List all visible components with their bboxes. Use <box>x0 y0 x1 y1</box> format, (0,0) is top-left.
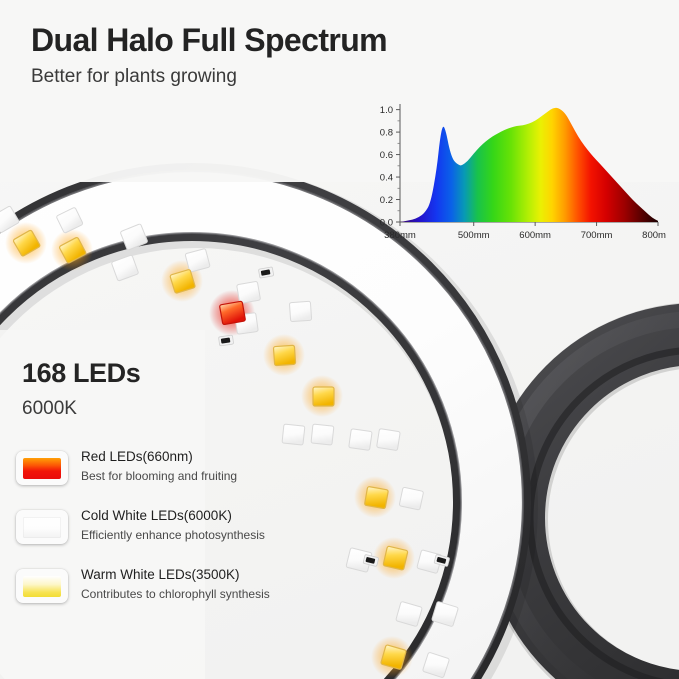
svg-text:0.8: 0.8 <box>380 127 393 138</box>
svg-text:1.0: 1.0 <box>380 105 393 116</box>
led-type-legend: Red LEDs(660nm) Best for blooming and fr… <box>16 448 346 625</box>
svg-text:0.4: 0.4 <box>380 172 393 183</box>
legend-title: Warm White LEDs(3500K) <box>81 567 240 583</box>
svg-text:600mm: 600mm <box>519 230 551 241</box>
svg-text:380mm: 380mm <box>384 230 416 241</box>
red-led-chip-icon <box>16 451 68 485</box>
page-title: Dual Halo Full Spectrum <box>31 22 388 58</box>
legend-description: Best for blooming and fruiting <box>81 469 238 484</box>
legend-title: Cold White LEDs(6000K) <box>81 508 232 524</box>
svg-text:0.6: 0.6 <box>380 150 393 161</box>
page-subtitle: Better for plants growing <box>31 66 237 87</box>
warm-white-led-chip-icon <box>16 569 68 604</box>
led-count-label: 168 LEDs <box>22 358 141 388</box>
legend-item-cold-white-led: Cold White LEDs(6000K) Efficiently enhan… <box>16 507 346 545</box>
spectrum-area <box>400 107 658 222</box>
svg-text:700mm: 700mm <box>581 230 613 241</box>
svg-text:0.2: 0.2 <box>380 195 393 206</box>
legend-description: Contributes to chlorophyll synthesis <box>81 587 270 602</box>
svg-text:800mm: 800mm <box>642 230 666 241</box>
svg-text:0.0: 0.0 <box>380 217 393 228</box>
cold-white-led-chip-icon <box>16 510 68 545</box>
legend-description: Efficiently enhance photosynthesis <box>81 528 265 543</box>
legend-item-red-led: Red LEDs(660nm) Best for blooming and fr… <box>16 448 346 485</box>
led-chips <box>0 205 459 678</box>
color-temperature-label: 6000K <box>22 398 77 419</box>
legend-item-warm-white-led: Warm White LEDs(3500K) Contributes to ch… <box>16 566 346 604</box>
svg-text:500mm: 500mm <box>458 230 490 241</box>
spectrum-chart: 0.0 0.2 0.4 0.6 0.8 1.0 380mm 500mm 600mm 700mm 8… <box>366 96 666 248</box>
legend-title: Red LEDs(660nm) <box>81 449 193 464</box>
